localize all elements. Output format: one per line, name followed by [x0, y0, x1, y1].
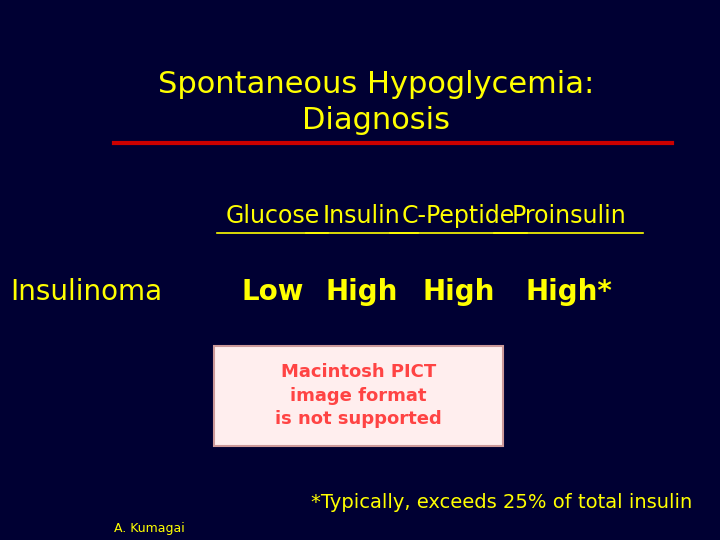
Text: Glucose: Glucose	[225, 204, 320, 228]
Text: Low: Low	[241, 278, 304, 306]
Text: High*: High*	[525, 278, 612, 306]
Text: A. Kumagai: A. Kumagai	[114, 522, 185, 535]
Text: High: High	[422, 278, 495, 306]
Text: Proinsulin: Proinsulin	[511, 204, 626, 228]
Text: C-Peptide: C-Peptide	[402, 204, 515, 228]
Text: High: High	[325, 278, 398, 306]
Text: *Typically, exceeds 25% of total insulin: *Typically, exceeds 25% of total insulin	[311, 492, 693, 512]
Text: Insulin: Insulin	[323, 204, 401, 228]
FancyBboxPatch shape	[214, 346, 503, 446]
Text: Macintosh PICT
image format
is not supported: Macintosh PICT image format is not suppo…	[275, 363, 442, 428]
Text: Spontaneous Hypoglycemia:
Diagnosis: Spontaneous Hypoglycemia: Diagnosis	[158, 70, 594, 135]
Text: Insulinoma: Insulinoma	[11, 278, 163, 306]
